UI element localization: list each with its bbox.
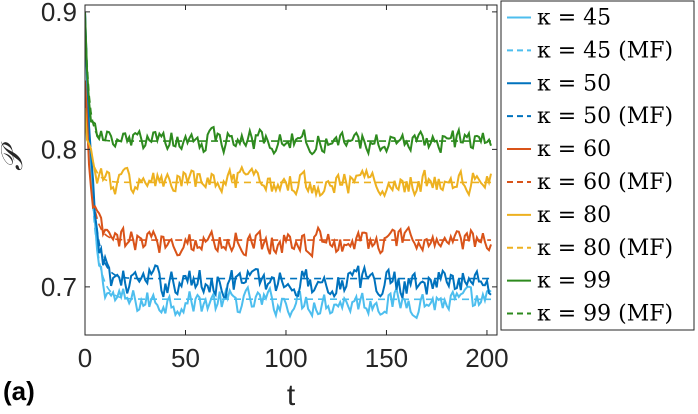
series-line-7 [85,108,491,184]
axes-frame [84,4,498,336]
axis-ticks: 0 50 100 150 200 0.7 0.8 0.9 [41,0,509,373]
legend-entry-label: κ = 45 [537,5,611,30]
x-tick-label: 50 [171,343,200,373]
series-line-2 [85,11,492,299]
series-line-3 [85,11,491,280]
legend-entry-label: κ = 60 [537,137,611,162]
y-axis-title: 𝒫 [0,141,30,171]
series-line-0 [85,11,492,320]
series-line-8 [85,11,492,157]
series-line-4 [85,80,492,259]
x-tick-label: 0 [78,343,92,373]
y-tick-label: 0.9 [41,0,77,27]
legend-entry-label: κ = 50 (MF) [537,104,673,129]
plot-area [85,11,492,320]
legend-entry-label: κ = 50 [537,71,611,96]
series-line-9 [85,11,491,142]
series-line-6 [85,108,492,199]
x-tick-label: 100 [264,343,307,373]
y-tick-label: 0.8 [41,134,77,164]
legend-entry-label: κ = 80 [537,203,611,228]
y-tick-label: 0.7 [41,272,77,302]
legend-entry-label: κ = 99 (MF) [537,302,673,327]
series-line-5 [85,80,491,241]
legend-entry-label: κ = 60 (MF) [537,170,673,195]
legend-entry-label: κ = 45 (MF) [537,38,673,63]
legend-entry-label: κ = 99 [537,269,611,294]
x-tick-label: 150 [365,343,408,373]
legend-entry-label: κ = 80 (MF) [537,236,673,261]
legend: κ = 45 κ = 45 (MF) κ = 50 κ = 50 (MF) κ = 60… [500,0,695,331]
x-axis-title: t [287,379,296,412]
x-tick-label: 200 [465,343,508,373]
panel-label: (a) [3,376,35,406]
legend-box [500,0,695,331]
series-line-1 [85,11,491,301]
